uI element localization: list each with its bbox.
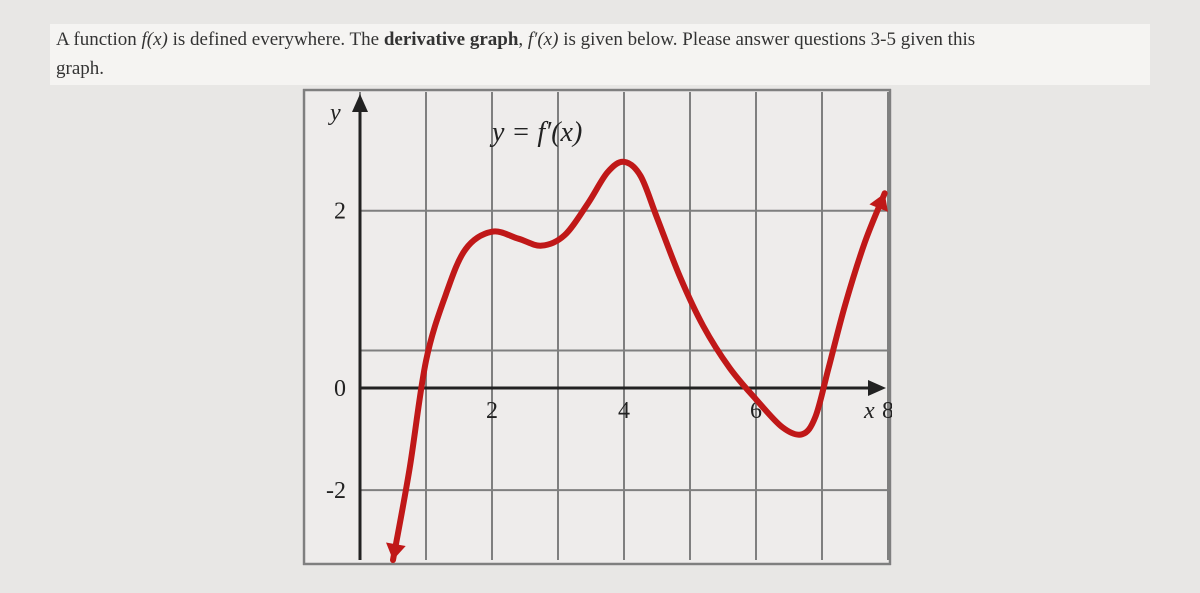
q-prefix: A function <box>56 29 142 50</box>
equation-label: y = f′(x) <box>489 117 582 148</box>
question-text-block: A function f(x) is defined everywhere. T… <box>50 24 1150 85</box>
svg-text:8: 8 <box>882 398 892 424</box>
chart-svg: 2468 -22 0 y x y = f′(x) <box>302 88 892 566</box>
derivative-graph: 2468 -22 0 y x y = f′(x) <box>302 88 892 566</box>
q-deriv: f′(x) <box>528 29 559 50</box>
derivative-curve <box>393 162 885 560</box>
svg-text:2: 2 <box>334 199 346 225</box>
y-axis-label: y <box>328 100 341 126</box>
x-axis-label: x <box>863 398 875 424</box>
x-axis-arrow <box>868 380 886 396</box>
svg-text:4: 4 <box>618 398 630 424</box>
q-mid2: , <box>518 29 528 50</box>
q-mid1: is defined everywhere. The <box>168 29 384 50</box>
question-line-1: A function f(x) is defined everywhere. T… <box>56 26 1144 55</box>
q-bold: derivative graph <box>384 29 519 50</box>
question-line-2: graph. <box>56 55 1144 84</box>
svg-text:2: 2 <box>486 398 498 424</box>
y-axis-arrow <box>352 94 368 112</box>
origin-label: 0 <box>334 376 346 402</box>
y-tick-labels: -2 2 <box>326 199 346 504</box>
q-fn: f(x) <box>142 29 168 50</box>
chart-border <box>304 90 890 564</box>
q-mid3: is given below. Please answer questions … <box>558 29 975 50</box>
svg-text:-2: -2 <box>326 478 346 504</box>
